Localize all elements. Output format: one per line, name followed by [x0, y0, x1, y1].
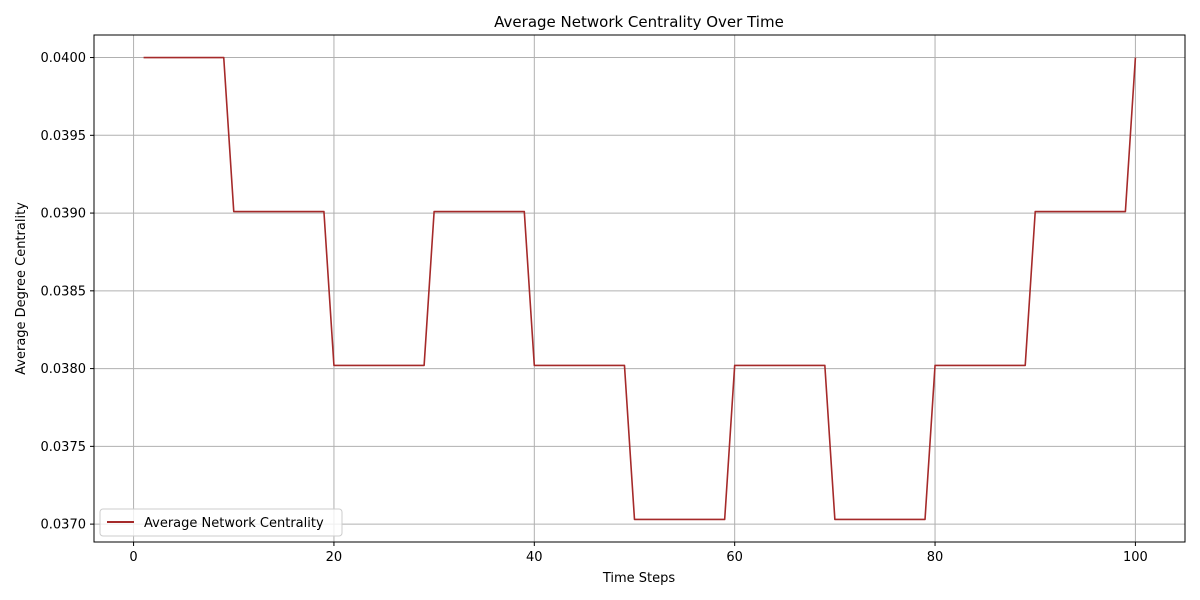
legend: Average Network Centrality	[99, 508, 343, 537]
x-tick-label: 20	[326, 550, 343, 565]
y-tick-label: 0.0375	[41, 440, 87, 455]
y-tick-label: 0.0380	[41, 362, 87, 377]
y-tick-label: 0.0395	[41, 129, 87, 144]
x-tick-label: 100	[1123, 550, 1148, 565]
y-axis-ticks: 0.0370 0.0375 0.0380 0.0385 0.0390 0.0395 0.04…	[41, 51, 94, 533]
x-tick-label: 60	[726, 550, 743, 565]
x-tick-label: 40	[526, 550, 543, 565]
legend-box	[99, 508, 343, 537]
series-line-average-network-centrality	[143, 56, 1137, 521]
y-tick-label: 0.0390	[41, 207, 87, 222]
plot-frame	[93, 34, 1186, 543]
x-axis-label: Time Steps	[602, 571, 676, 586]
y-tick-label: 0.0370	[41, 518, 87, 533]
chart-title: Average Network Centrality Over Time	[494, 13, 784, 31]
y-tick-label: 0.0400	[41, 51, 87, 66]
y-axis-label: Average Degree Centrality	[14, 202, 29, 375]
y-tick-label: 0.0385	[41, 284, 87, 299]
x-axis-ticks: 0 20 40 60 80 100	[129, 542, 1148, 565]
grid	[94, 35, 1185, 542]
series-layer	[143, 56, 1137, 521]
x-tick-label: 80	[927, 550, 944, 565]
x-tick-label: 0	[129, 550, 137, 565]
legend-label: Average Network Centrality	[144, 516, 324, 531]
